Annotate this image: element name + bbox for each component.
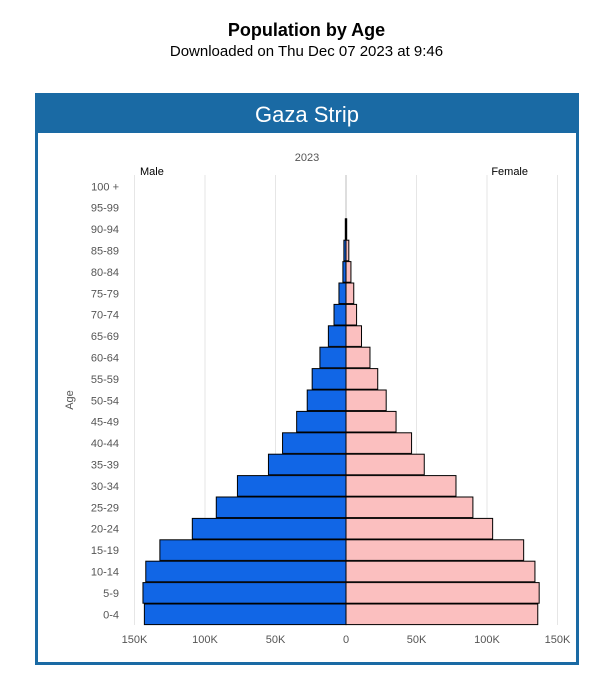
legend-male: Male	[140, 166, 164, 178]
bar-male	[143, 603, 347, 626]
y-tick-label: 30-34	[91, 481, 119, 493]
y-tick-label: 60-64	[91, 353, 119, 365]
bar-male	[327, 325, 347, 347]
bar-male	[267, 453, 347, 476]
bar-female	[345, 303, 358, 326]
bar-male	[319, 346, 347, 369]
bar-female	[345, 325, 363, 347]
y-tick-label: 35-39	[91, 460, 119, 472]
chart-title: 2023	[295, 152, 319, 164]
y-tick-label: 70-74	[91, 310, 119, 322]
y-axis-label: Age	[64, 390, 76, 410]
bar-female	[345, 582, 540, 604]
bar-female	[345, 475, 457, 497]
page-title: Population by Age	[227, 20, 386, 40]
x-tick-label: 100K	[192, 634, 218, 646]
bar-female	[345, 496, 474, 519]
bar-male	[191, 517, 347, 540]
y-tick-label: 100 +	[91, 181, 119, 193]
bar-female	[345, 517, 494, 540]
bar-female	[345, 368, 379, 390]
x-tick-label: 150K	[122, 634, 148, 646]
legend-female: Female	[491, 166, 528, 178]
x-tick-label: 100K	[474, 634, 500, 646]
panel-title: Gaza Strip	[38, 96, 576, 133]
x-tick-label: 0	[343, 634, 349, 646]
bar-male	[282, 432, 347, 454]
x-tick-label: 50K	[407, 634, 427, 646]
y-tick-label: 65-69	[91, 331, 119, 343]
x-tick-label: 50K	[266, 634, 286, 646]
y-tick-label: 15-19	[91, 545, 119, 557]
y-tick-label: 95-99	[91, 203, 119, 215]
y-tick-label: 80-84	[91, 267, 119, 279]
bar-female	[345, 282, 355, 305]
bar-male	[236, 475, 347, 497]
bar-male	[311, 368, 347, 390]
bar-male	[145, 560, 347, 583]
bar-female	[345, 410, 397, 433]
bar-male	[296, 410, 347, 433]
y-tick-label: 20-24	[91, 524, 119, 536]
bar-male	[338, 282, 347, 305]
y-tick-label: 50-54	[91, 395, 119, 407]
bar-male	[306, 389, 347, 412]
bar-female	[345, 539, 525, 561]
bar-female	[345, 261, 352, 283]
y-tick-label: 10-14	[91, 567, 119, 579]
bar-female	[345, 389, 387, 412]
y-tick-label: 5-9	[103, 588, 119, 600]
bar-male	[159, 539, 347, 561]
bar-male	[333, 303, 347, 326]
bar-female	[345, 218, 348, 240]
y-tick-label: 75-79	[91, 288, 119, 300]
y-tick-label: 85-89	[91, 246, 119, 258]
y-tick-label: 25-29	[91, 502, 119, 514]
bar-male	[142, 582, 347, 604]
y-tick-label: 40-44	[91, 438, 119, 450]
x-tick-label: 150K	[545, 634, 571, 646]
y-tick-label: 0-4	[103, 609, 119, 621]
y-tick-label: 45-49	[91, 417, 119, 429]
bar-female	[345, 453, 425, 476]
bar-female	[345, 346, 371, 369]
bar-female	[345, 603, 539, 626]
bar-female	[345, 560, 536, 583]
bar-female	[345, 239, 350, 262]
bar-male	[215, 496, 347, 519]
y-tick-label: 90-94	[91, 224, 119, 236]
bar-female	[345, 432, 413, 454]
y-tick-label: 55-59	[91, 374, 119, 386]
page-subtitle: Downloaded on Thu Dec 07 2023 at 9:46	[169, 43, 444, 60]
